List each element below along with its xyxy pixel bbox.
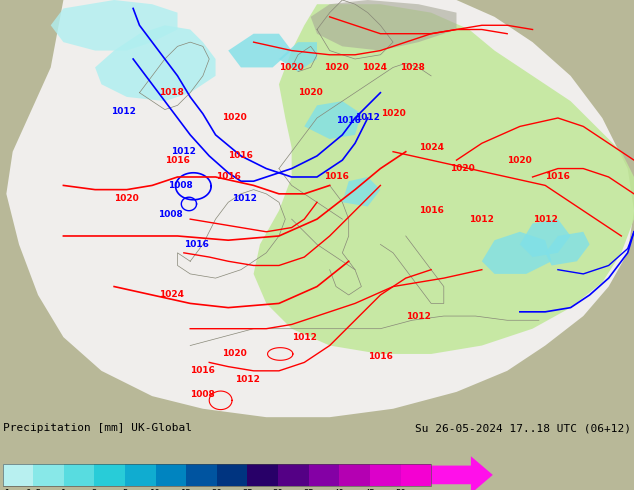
Text: 1016: 1016 xyxy=(323,172,349,181)
Text: 1020: 1020 xyxy=(450,164,476,173)
Text: 1020: 1020 xyxy=(222,114,247,122)
Polygon shape xyxy=(51,0,178,50)
Bar xyxy=(309,464,339,486)
Text: 1016: 1016 xyxy=(418,206,444,215)
Text: 1024: 1024 xyxy=(418,143,444,152)
Bar xyxy=(278,464,309,486)
Text: 2: 2 xyxy=(92,489,97,490)
Polygon shape xyxy=(95,25,216,101)
Text: 1008: 1008 xyxy=(168,181,193,190)
Text: 1016: 1016 xyxy=(336,116,361,124)
Text: 1016: 1016 xyxy=(165,156,190,165)
Text: 1020: 1020 xyxy=(279,63,304,72)
Text: 30: 30 xyxy=(273,489,283,490)
Text: 45: 45 xyxy=(365,489,375,490)
Text: 1: 1 xyxy=(61,489,67,490)
Bar xyxy=(3,464,431,486)
Text: 1016: 1016 xyxy=(228,151,254,160)
Text: 1012: 1012 xyxy=(533,215,558,223)
Text: 1012: 1012 xyxy=(469,215,495,223)
Text: 1012: 1012 xyxy=(231,194,257,202)
Text: 5: 5 xyxy=(122,489,127,490)
Text: Su 26-05-2024 17..18 UTC (06+12): Su 26-05-2024 17..18 UTC (06+12) xyxy=(415,423,631,434)
Bar xyxy=(401,464,431,486)
Text: 1024: 1024 xyxy=(158,291,184,299)
Text: 10: 10 xyxy=(150,489,161,490)
Text: 35: 35 xyxy=(303,489,314,490)
Text: 1020: 1020 xyxy=(298,88,323,97)
Text: 1012: 1012 xyxy=(235,375,260,384)
Text: 1012: 1012 xyxy=(355,114,380,122)
Text: 1008: 1008 xyxy=(190,390,216,398)
Bar xyxy=(125,464,155,486)
Text: 25: 25 xyxy=(242,489,253,490)
Bar xyxy=(33,464,64,486)
Text: 1016: 1016 xyxy=(190,367,216,375)
Text: 1018: 1018 xyxy=(158,88,184,97)
Text: 1012: 1012 xyxy=(292,333,317,342)
Text: 1020: 1020 xyxy=(507,156,533,165)
Text: 1024: 1024 xyxy=(361,63,387,72)
Polygon shape xyxy=(279,42,317,72)
Bar xyxy=(3,464,33,486)
Bar xyxy=(370,464,401,486)
Text: 1020: 1020 xyxy=(114,194,139,202)
Bar xyxy=(217,464,247,486)
Text: 1016: 1016 xyxy=(368,352,393,361)
Polygon shape xyxy=(311,0,456,50)
Text: 1020: 1020 xyxy=(380,109,406,118)
Bar xyxy=(94,464,125,486)
Text: 1020: 1020 xyxy=(323,63,349,72)
Polygon shape xyxy=(342,177,380,206)
Bar xyxy=(155,464,186,486)
Polygon shape xyxy=(520,219,571,257)
Text: 1012: 1012 xyxy=(406,312,431,320)
Bar xyxy=(247,464,278,486)
Text: 1016: 1016 xyxy=(545,172,571,181)
Text: 1012: 1012 xyxy=(111,107,136,116)
Text: 0.1: 0.1 xyxy=(0,489,11,490)
Text: 1008: 1008 xyxy=(157,210,183,220)
Bar xyxy=(64,464,94,486)
Polygon shape xyxy=(482,232,552,274)
Bar xyxy=(186,464,217,486)
Text: 1012: 1012 xyxy=(171,147,197,156)
Polygon shape xyxy=(545,232,590,266)
FancyArrow shape xyxy=(431,456,493,490)
Text: 1016: 1016 xyxy=(184,240,209,249)
Text: 40: 40 xyxy=(334,489,345,490)
Text: 20: 20 xyxy=(212,489,222,490)
Text: 0.5: 0.5 xyxy=(25,489,41,490)
Text: 15: 15 xyxy=(181,489,191,490)
Text: Precipitation [mm] UK-Global: Precipitation [mm] UK-Global xyxy=(3,423,191,434)
Polygon shape xyxy=(6,0,634,417)
Polygon shape xyxy=(254,4,634,354)
Polygon shape xyxy=(228,34,292,68)
Text: 1016: 1016 xyxy=(216,172,241,181)
Polygon shape xyxy=(304,101,361,139)
Text: 1028: 1028 xyxy=(399,63,425,72)
Text: 50: 50 xyxy=(395,489,406,490)
Bar xyxy=(339,464,370,486)
Text: 1020: 1020 xyxy=(222,349,247,359)
